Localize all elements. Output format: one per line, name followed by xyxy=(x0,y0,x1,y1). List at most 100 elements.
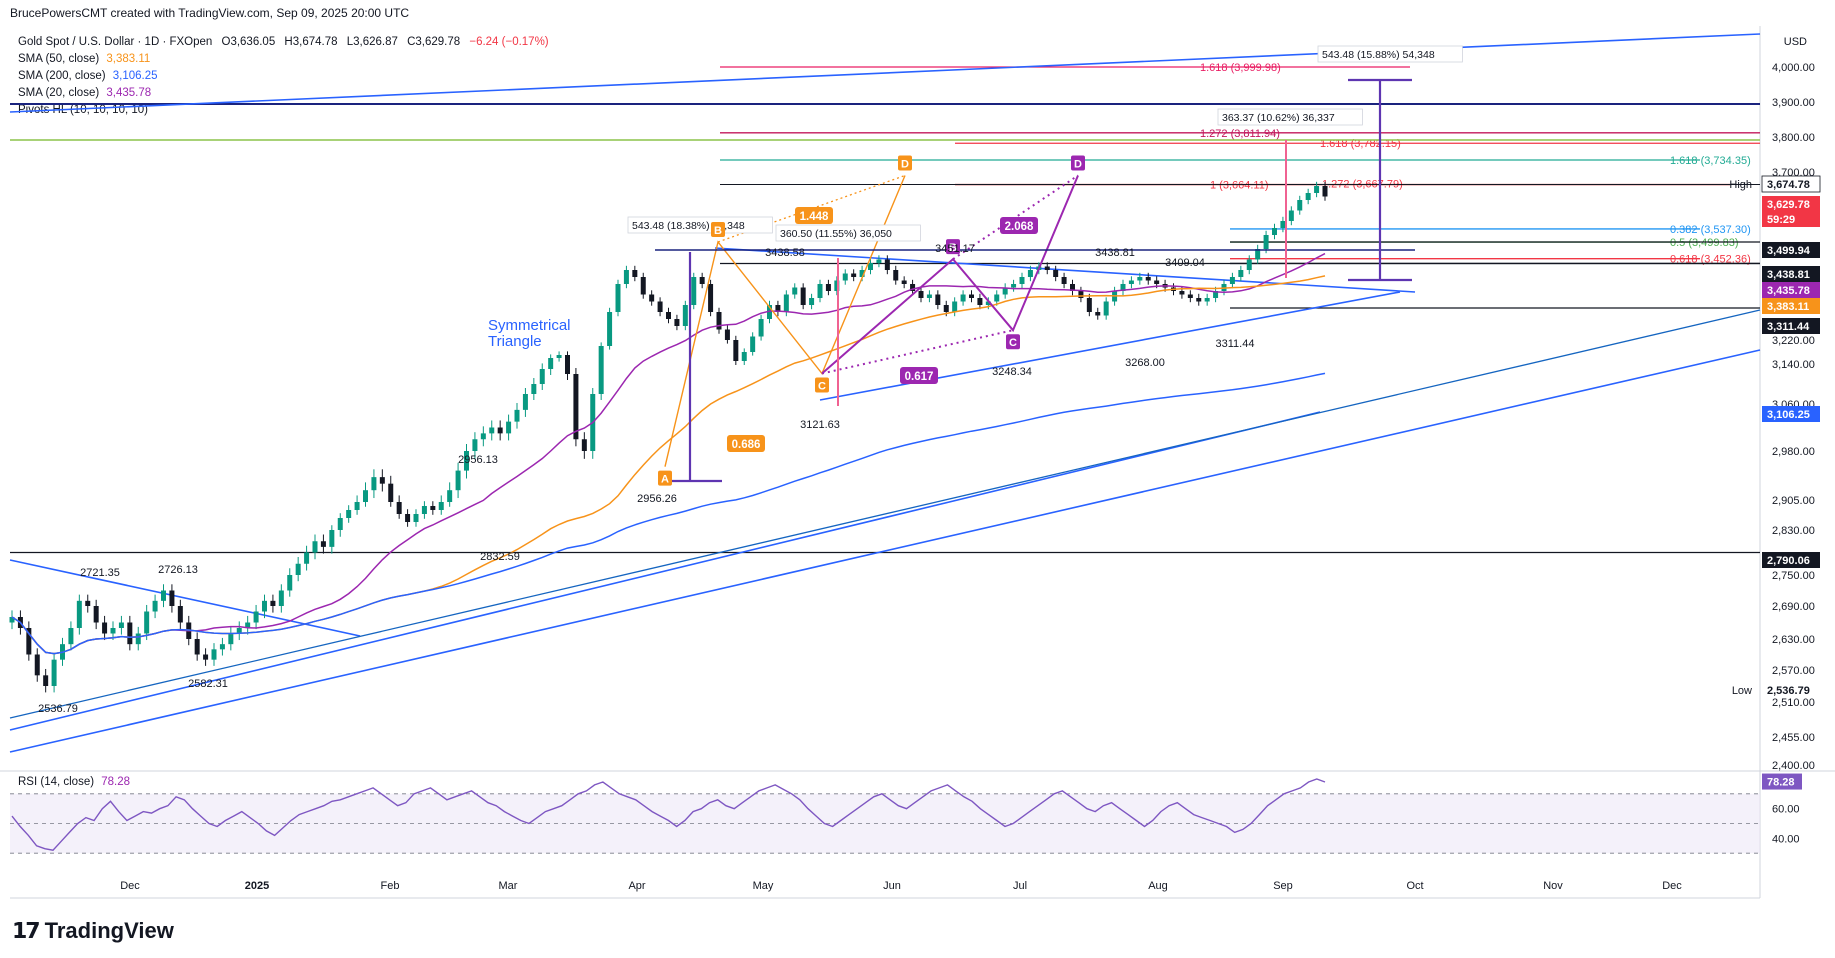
candle-body xyxy=(758,319,764,337)
fib-level-label: 1.618 (3,999.98) xyxy=(1200,62,1281,74)
candle-body xyxy=(682,305,688,326)
fib-level-label: 1.272 (3,811.94) xyxy=(1200,128,1280,140)
candle-body xyxy=(674,319,680,326)
candle-body xyxy=(1305,193,1311,200)
candle-body xyxy=(186,622,192,639)
candle-body xyxy=(169,590,175,606)
candle-body xyxy=(952,301,958,312)
candle-body xyxy=(640,277,646,295)
candle-body xyxy=(102,622,108,634)
candle-body xyxy=(1036,266,1042,270)
pivot-label: 3438.58 xyxy=(765,247,805,259)
candle-body xyxy=(1044,266,1050,270)
fib-level-label: 1.272 (3,667.79) xyxy=(1322,178,1403,190)
candle-body xyxy=(994,294,1000,302)
candle-body xyxy=(388,483,394,502)
candle-body xyxy=(110,628,116,634)
sma20-line xyxy=(11,252,1326,655)
candle-body xyxy=(1204,298,1210,302)
candle-body xyxy=(312,541,318,553)
candle-body xyxy=(1154,280,1160,284)
candle-body xyxy=(270,600,276,606)
candle-body xyxy=(1112,291,1118,302)
pivot-label: 3121.63 xyxy=(800,419,840,431)
indicator-value: 3,106.25 xyxy=(112,70,158,82)
price-badge xyxy=(1762,552,1820,568)
indicator-sma200[interactable]: SMA (200, close) 3,106.25 xyxy=(18,68,549,85)
candle-body xyxy=(792,287,798,295)
pivot-label: 2726.13 xyxy=(158,564,198,576)
candle-body xyxy=(506,421,512,434)
time-tick-label: Mar xyxy=(499,880,518,892)
fib-level-label: 1.618 (3,734.35) xyxy=(1670,155,1751,167)
badge-side-label: High xyxy=(1729,179,1752,191)
candle-body xyxy=(960,294,966,302)
indicator-pivots[interactable]: Pivots HL (10, 10, 10, 10) xyxy=(18,102,549,119)
candle-body xyxy=(851,273,857,277)
candle-body xyxy=(430,506,436,510)
rsi-legend[interactable]: RSI (14, close) 78.28 xyxy=(18,776,130,788)
candle-body xyxy=(68,628,74,645)
candle-body xyxy=(1086,298,1092,312)
price-tick-label: 2,905.00 xyxy=(1772,495,1815,507)
price-badge xyxy=(1762,318,1820,334)
trend-line xyxy=(714,247,1416,293)
rsi-line xyxy=(11,778,1326,851)
ohlc-close: C3,629.78 xyxy=(407,36,461,48)
indicator-sma20[interactable]: SMA (20, close) 3,435.78 xyxy=(18,85,549,102)
indicator-label: Pivots HL (10, 10, 10, 10) xyxy=(18,104,148,116)
ohlc-high: H3,674.78 xyxy=(284,36,338,48)
indicator-sma50[interactable]: SMA (50, close) 3,383.11 xyxy=(18,51,549,68)
indicator-value: 3,435.78 xyxy=(106,87,152,99)
pivot-label: 2721.35 xyxy=(80,567,120,579)
trend-line xyxy=(819,291,1401,401)
candle-body xyxy=(9,617,15,623)
candle-body xyxy=(161,590,166,601)
candle-body xyxy=(337,518,343,530)
candle-body xyxy=(118,622,124,628)
time-tick-label: Aug xyxy=(1148,880,1168,892)
measure-label: 543.48 (18.38%) 54,348 xyxy=(632,220,745,232)
fib-level-label: 0.618 (3,452.36) xyxy=(1670,254,1751,266)
price-badge xyxy=(1762,682,1820,698)
price-tick-label: 3,060.00 xyxy=(1772,399,1815,411)
candle-body xyxy=(60,644,65,660)
candle-body xyxy=(1179,291,1185,295)
abcd-purple-pattern xyxy=(821,175,1079,375)
candle-body xyxy=(447,490,453,502)
candle-body xyxy=(329,530,335,547)
candle-body xyxy=(809,298,815,305)
triangle-annotation: Triangle xyxy=(488,333,542,350)
price-badge xyxy=(1762,298,1820,314)
rsi-value: 78.28 xyxy=(101,776,131,788)
rsi-tick-label: 60.00 xyxy=(1772,804,1800,816)
ratio-dotted xyxy=(717,174,906,243)
ratio-badge xyxy=(727,435,765,452)
chart-legend: Gold Spot / U.S. Dollar · 1D · FXOpen O3… xyxy=(18,34,549,119)
symbol-title: Gold Spot / U.S. Dollar · 1D · FXOpen xyxy=(18,36,213,48)
tradingview-logo[interactable]: 𝟭𝟳 TradingView xyxy=(12,918,174,944)
candle-body xyxy=(1061,277,1067,284)
pattern-point-badge xyxy=(1071,155,1085,171)
candle-body xyxy=(1229,277,1235,284)
price-tick-label: 2,630.00 xyxy=(1772,634,1815,646)
price-badge-text: 2,790.06 xyxy=(1767,555,1810,567)
ohlc-change: −6.24 (−0.17%) xyxy=(469,36,549,48)
pattern-point-label: A xyxy=(661,474,669,486)
candle-body xyxy=(657,301,663,312)
pivot-label: 3438.81 xyxy=(1095,247,1135,259)
candle-body xyxy=(219,644,225,650)
price-badge-text: 3,499.94 xyxy=(1767,245,1811,257)
candle-body xyxy=(1002,287,1008,295)
candle-body xyxy=(607,312,613,346)
price-badge xyxy=(1762,196,1820,212)
candle-body xyxy=(1027,270,1033,277)
indicator-label: SMA (50, close) xyxy=(18,53,100,65)
candle-body xyxy=(581,439,587,451)
price-badge xyxy=(1762,266,1820,282)
candle-body xyxy=(1128,280,1134,284)
pattern-point-badge xyxy=(1006,334,1020,350)
symbol-row[interactable]: Gold Spot / U.S. Dollar · 1D · FXOpen O3… xyxy=(18,34,549,51)
candle-body xyxy=(868,263,873,270)
